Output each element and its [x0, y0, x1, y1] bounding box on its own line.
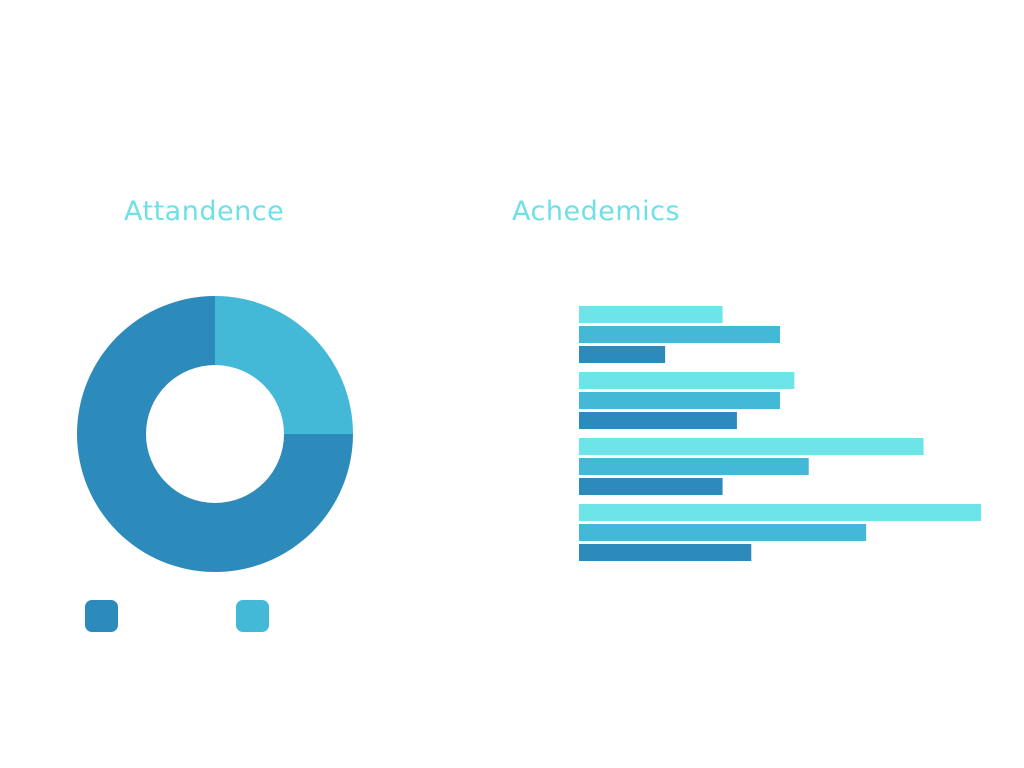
academics-bar-chart: [579, 306, 981, 561]
bar-group-1-series-2: [579, 326, 780, 343]
bar-group-3-series-1: [579, 438, 924, 455]
bar-group-2-series-3: [579, 412, 737, 429]
academics-chart-title: Achedemics: [512, 196, 681, 227]
bar-group-2-series-1: [579, 372, 795, 389]
bar-group-3-series-2: [579, 458, 809, 475]
bar-group-4-series-3: [579, 544, 752, 561]
legend-swatch-series-2: [236, 600, 269, 632]
bar-group-3-series-3: [579, 478, 723, 495]
attendance-chart-title: Attandence: [124, 196, 285, 227]
bar-group-1-series-1: [579, 306, 723, 323]
donut-slice-2: [215, 296, 353, 434]
attendance-donut-chart: [77, 296, 353, 572]
donut-slice-1: [77, 296, 353, 572]
bar-group-4-series-1: [579, 504, 981, 521]
bar-group-2-series-2: [579, 392, 780, 409]
legend-swatch-series-1: [85, 600, 118, 632]
bar-group-4-series-2: [579, 524, 867, 541]
bar-group-1-series-3: [579, 346, 666, 363]
